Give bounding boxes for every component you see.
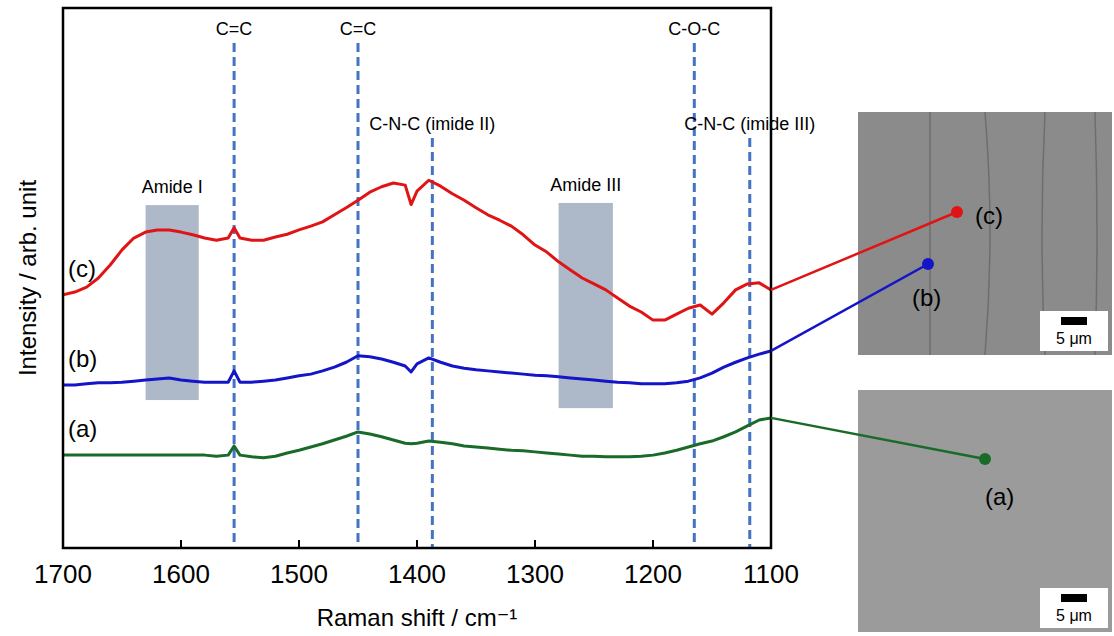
- peak-line: [748, 138, 751, 548]
- x-tick-label: 1600: [152, 559, 210, 589]
- scale-bar-ground: [1040, 311, 1108, 351]
- x-tick-label: 1500: [270, 559, 328, 589]
- x-tick-label: 1100: [743, 559, 799, 589]
- scale-bar: [1061, 594, 1087, 602]
- spot-label: (b): [912, 284, 941, 311]
- x-axis-title: Raman shift / cm⁻¹: [317, 604, 518, 631]
- peak-line: [233, 43, 236, 548]
- x-tick: [180, 540, 182, 548]
- peak-lines: [234, 43, 750, 548]
- x-tick: [534, 540, 536, 548]
- connector: [771, 418, 985, 459]
- micrograph: 5 μm: [858, 112, 1112, 355]
- x-tick: [298, 540, 300, 548]
- bands: [146, 203, 613, 408]
- plot-frame: [63, 8, 771, 548]
- peak-label: C-N-C (imide II): [369, 114, 495, 134]
- x-tick-label: 1300: [506, 559, 564, 589]
- x-tick-label: 1200: [624, 559, 682, 589]
- x-tick-label: 1700: [34, 559, 92, 589]
- micrograph-image: [858, 112, 1112, 355]
- spot-marker: [922, 258, 934, 270]
- chart-root: Amide I Amide III C=C C=C C-N-C (imide II) C-…: [0, 0, 1114, 636]
- peak-label: C=C: [340, 19, 377, 39]
- series-group: [63, 180, 771, 458]
- spot-label: (c): [975, 202, 1003, 229]
- series-label: (a): [68, 415, 97, 442]
- spot-label: (a): [985, 483, 1014, 510]
- series-label: (c): [68, 255, 96, 282]
- spot-marker: [979, 453, 991, 465]
- peak-line: [357, 43, 360, 548]
- peak-label: C-O-C: [668, 19, 720, 39]
- x-tick: [770, 540, 772, 548]
- connector: [771, 212, 957, 290]
- scale-bar-label: 5 μm: [1056, 607, 1092, 624]
- peak-line: [431, 138, 434, 548]
- micrograph-streak: [985, 112, 990, 355]
- scale-bar-ground: [1040, 588, 1108, 628]
- series-line: [63, 351, 771, 385]
- spot-marker: [951, 206, 963, 218]
- peak-label: C=C: [216, 19, 253, 39]
- x-tick: [62, 540, 64, 548]
- x-tick-label: 1400: [388, 559, 446, 589]
- band-label: Amide I: [142, 177, 203, 197]
- micrograph-streak: [929, 112, 931, 355]
- series-line: [63, 418, 771, 458]
- x-tick: [416, 540, 418, 548]
- y-axis-title: Intensity / arb. unit: [14, 180, 41, 376]
- x-tick: [652, 540, 654, 548]
- scale-bar: [1061, 317, 1087, 325]
- connector: [771, 264, 928, 351]
- micrograph-image: [858, 390, 1112, 632]
- micrograph: 5 μm: [858, 390, 1112, 632]
- peak-label: C-N-C (imide III): [684, 114, 815, 134]
- series-line: [63, 180, 771, 320]
- series-label: (b): [68, 345, 97, 372]
- scale-bar-label: 5 μm: [1056, 330, 1092, 347]
- band-label: Amide III: [550, 175, 621, 195]
